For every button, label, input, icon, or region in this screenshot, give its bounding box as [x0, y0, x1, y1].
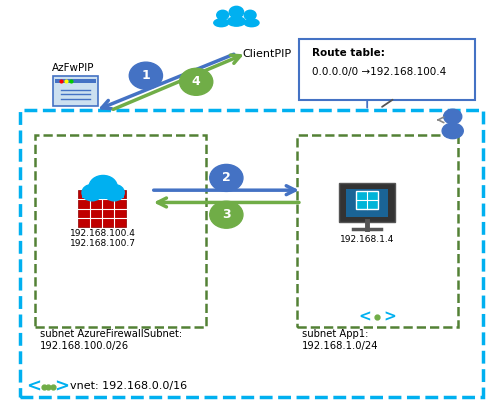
- Circle shape: [444, 109, 462, 124]
- FancyBboxPatch shape: [346, 189, 388, 217]
- FancyBboxPatch shape: [53, 76, 98, 106]
- Circle shape: [217, 10, 228, 20]
- Text: 2: 2: [222, 171, 231, 184]
- Text: 4: 4: [192, 75, 201, 88]
- FancyBboxPatch shape: [82, 190, 124, 198]
- Text: subnet AzureFirewallSubnet:
192.168.100.0/26: subnet AzureFirewallSubnet: 192.168.100.…: [40, 329, 183, 351]
- Text: >: >: [54, 378, 69, 396]
- Circle shape: [82, 184, 102, 201]
- Text: 0.0.0.0/0 →192.168.100.4: 0.0.0.0/0 →192.168.100.4: [312, 67, 446, 77]
- Text: 1: 1: [141, 69, 150, 82]
- FancyBboxPatch shape: [356, 191, 378, 209]
- FancyBboxPatch shape: [55, 79, 96, 83]
- Circle shape: [229, 6, 243, 18]
- FancyBboxPatch shape: [299, 39, 475, 100]
- Ellipse shape: [244, 19, 259, 27]
- Ellipse shape: [227, 17, 245, 26]
- Circle shape: [244, 10, 256, 20]
- Text: >: >: [383, 310, 396, 324]
- Text: <: <: [358, 310, 371, 324]
- Circle shape: [210, 201, 243, 228]
- Text: <: <: [26, 378, 41, 396]
- Circle shape: [104, 184, 124, 201]
- Text: ClientPIP: ClientPIP: [242, 49, 291, 59]
- Text: AzFwPIP: AzFwPIP: [52, 63, 94, 73]
- FancyBboxPatch shape: [78, 190, 126, 227]
- Ellipse shape: [442, 123, 463, 139]
- Text: subnet App1:
192.168.1.0/24: subnet App1: 192.168.1.0/24: [302, 329, 378, 351]
- Text: 192.168.100.4
192.168.100.7: 192.168.100.4 192.168.100.7: [70, 229, 136, 248]
- Circle shape: [210, 164, 243, 191]
- Circle shape: [180, 68, 213, 95]
- Text: 192.168.1.4: 192.168.1.4: [340, 235, 394, 244]
- Text: vnet: 192.168.0.0/16: vnet: 192.168.0.0/16: [70, 381, 188, 391]
- FancyBboxPatch shape: [339, 183, 395, 222]
- Text: Route table:: Route table:: [312, 48, 385, 58]
- Ellipse shape: [214, 19, 228, 27]
- Circle shape: [89, 175, 117, 198]
- Text: 3: 3: [222, 208, 231, 221]
- Circle shape: [129, 62, 162, 89]
